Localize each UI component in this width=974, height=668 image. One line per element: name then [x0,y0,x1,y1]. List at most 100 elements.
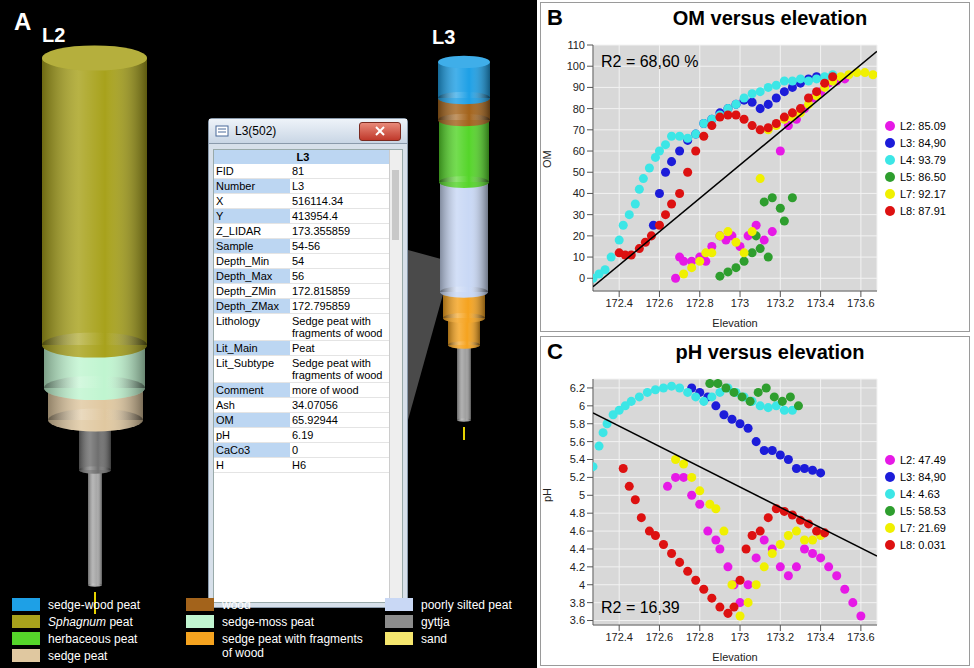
html-text:Z_LIDAR: Z_LIDAR [216,225,262,237]
html-text:sedge-wood peat: sedge-wood peat [48,598,141,612]
html-text:poorly silted peat: poorly silted peat [421,598,512,612]
svg-text:110: 110 [567,39,585,51]
svg-text:173: 173 [731,297,749,309]
html-text:OM versus elevation: OM versus elevation [672,7,868,29]
svg-text:173.6: 173.6 [847,297,875,309]
svg-text:173.4: 173.4 [807,297,835,309]
svg-text:4.8: 4.8 [570,507,585,519]
svg-text:172.8: 172.8 [686,297,714,309]
svg-text:172.6: 172.6 [646,631,674,643]
html-text:L5: 86.50: L5: 86.50 [900,170,946,183]
svg-text:173.2: 173.2 [767,631,795,643]
html-text:pH versus elevation: pH versus elevation [675,341,865,363]
html-text:L3: 84,90: L3: 84,90 [900,470,946,483]
svg-text:Elevation: Elevation [712,317,757,329]
html-text:L3: L3 [432,26,456,48]
svg-text:4: 4 [579,579,585,591]
svg-text:70: 70 [573,124,585,136]
html-text:herbaceous peat: herbaceous peat [48,632,138,646]
html-text:54-56: 54-56 [292,240,321,252]
html-text:Sedge peat with fragments of w: Sedge peat with fragments of wood [292,315,383,339]
svg-text:10: 10 [573,251,585,263]
svg-text:6: 6 [579,400,585,412]
html-text:413954.4: 413954.4 [292,210,338,222]
html-text:sedge peat: sedge peat [48,649,108,663]
svg-text:4.6: 4.6 [570,525,585,537]
html-text:Depth_ZMax: Depth_ZMax [216,300,279,312]
svg-text:60: 60 [573,145,585,157]
html-text:FID: FID [216,165,234,177]
html-text:C: C [547,339,563,364]
svg-text:0: 0 [579,272,585,284]
html-text:L2: 47.49: L2: 47.49 [900,453,946,466]
html-text:54: 54 [292,255,305,267]
svg-text:173.6: 173.6 [847,631,875,643]
html-text:sand: sand [421,632,447,646]
html-text:Lithology: Lithology [216,315,260,327]
html-text:L8: 87.91: L8: 87.91 [900,204,946,217]
svg-text:100: 100 [567,60,585,72]
html-text:L8: 0.031: L8: 0.031 [900,538,946,551]
html-text:A: A [14,8,32,35]
svg-text:pH: pH [541,488,553,502]
html-text:Sedge peat with fragments of w: Sedge peat with fragments of wood [292,357,383,381]
html-text:Sample: Sample [216,240,254,252]
html-text:Depth_Max: Depth_Max [216,270,273,282]
svg-text:4.4: 4.4 [570,543,585,555]
svg-text:6.2: 6.2 [570,382,585,394]
svg-text:3.6: 3.6 [570,614,585,626]
html-text:173.355859: 173.355859 [292,225,351,237]
html-text:56: 56 [292,270,305,282]
svg-text:3.8: 3.8 [570,597,585,609]
html-text:L2: L2 [42,24,66,46]
svg-text:50: 50 [573,166,585,178]
svg-text:173: 173 [731,631,749,643]
html-text:Peat: Peat [292,342,315,354]
svg-text:172.4: 172.4 [605,631,633,643]
svg-text:5.2: 5.2 [570,471,585,483]
svg-text:80: 80 [573,103,585,115]
svg-text:90: 90 [573,81,585,93]
svg-text:173.4: 173.4 [807,631,835,643]
html-text:516114.34: 516114.34 [292,195,344,207]
html-text:Depth_ZMin: Depth_ZMin [216,285,276,297]
html-text:L4: 4.63: L4: 4.63 [900,487,940,500]
html-text:172.815859: 172.815859 [292,285,351,297]
html-text:L3: L3 [292,180,305,192]
svg-text:20: 20 [573,230,585,242]
svg-text:172.4: 172.4 [605,297,633,309]
html-text:Sphagnum peat: Sphagnum peat [48,615,133,629]
html-text:L3: 84,90: L3: 84,90 [900,136,946,149]
svg-text:5.8: 5.8 [570,418,585,430]
html-text:R2 = 16,39: R2 = 16,39 [601,599,680,616]
html-text:L4: 93.79: L4: 93.79 [900,153,946,166]
html-text:wood: wood [222,598,251,612]
svg-text:Elevation: Elevation [712,651,757,663]
svg-text:OM: OM [541,150,553,168]
svg-text:5.4: 5.4 [570,453,585,465]
html-text:B: B [547,5,563,30]
html-text:Depth_Min: Depth_Min [216,255,270,267]
html-text:L7: 21.69: L7: 21.69 [900,521,946,534]
html-text:L2: 85.09: L2: 85.09 [900,119,946,132]
html-text:gyttja: gyttja [421,615,450,629]
svg-text:30: 30 [573,209,585,221]
html-text:L3: L3 [296,151,310,163]
svg-text:173.2: 173.2 [767,297,795,309]
html-text:81: 81 [292,165,305,177]
svg-text:172.8: 172.8 [686,631,714,643]
html-text:172.795859: 172.795859 [292,300,351,312]
html-text:sedge peat with fragments of w: sedge peat with fragments of wood [222,632,363,660]
html-text:L7: 92.17: L7: 92.17 [900,187,946,200]
html-text:Number: Number [216,180,256,192]
svg-text:40: 40 [573,187,585,199]
html-text:L5: 58.53: L5: 58.53 [900,504,946,517]
svg-text:5: 5 [579,489,585,501]
html-text:L3(502): L3(502) [235,124,277,138]
html-text:sedge-moss peat: sedge-moss peat [222,615,315,629]
svg-text:4.2: 4.2 [570,561,585,573]
html-text:Lit_Main: Lit_Main [216,342,258,354]
svg-text:5.6: 5.6 [570,436,585,448]
svg-text:172.6: 172.6 [646,297,674,309]
html-text:R2 = 68,60 %: R2 = 68,60 % [601,53,699,70]
